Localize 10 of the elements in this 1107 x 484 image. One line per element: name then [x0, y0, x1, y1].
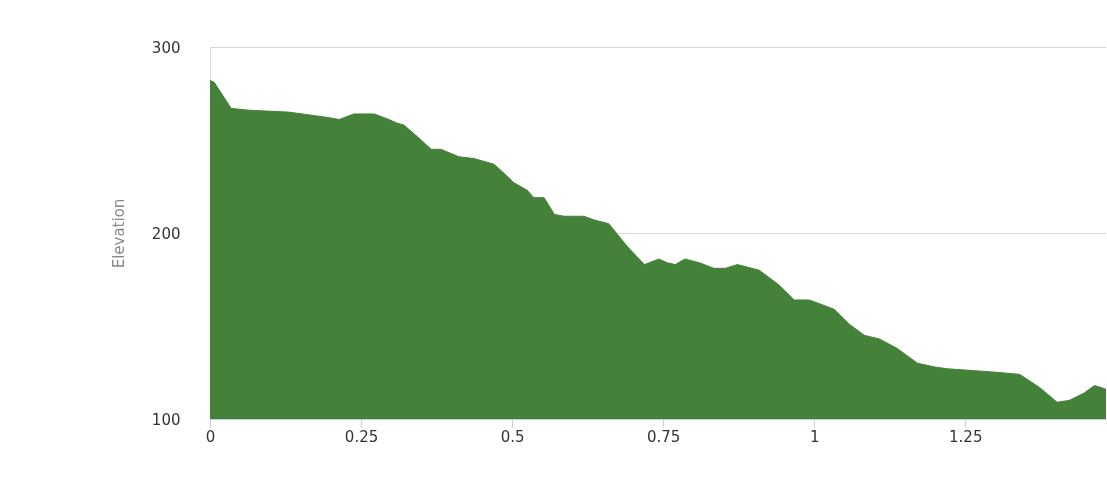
- y-tick-label: 300: [151, 38, 181, 57]
- y-axis-title: Elevation: [109, 198, 128, 269]
- x-tick-label: 1.25: [949, 427, 983, 446]
- x-tick-label: 1: [809, 427, 820, 446]
- x-tick-label: 0: [205, 427, 216, 446]
- y-tick-label: 200: [151, 224, 181, 243]
- y-tick-label: 100: [151, 410, 181, 429]
- x-tick-label: 0.25: [344, 427, 379, 446]
- x-tick-label: 0.5: [500, 427, 525, 446]
- x-tick-label: 0.75: [646, 427, 681, 446]
